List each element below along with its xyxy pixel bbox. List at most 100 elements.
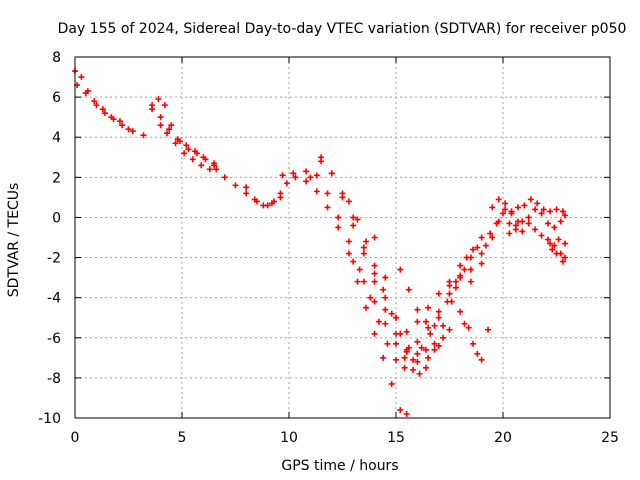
y-tick-label: 4 [52,130,61,146]
y-tick-label: -4 [47,291,61,307]
data-point [562,254,569,261]
data-point [493,220,500,227]
data-point [350,258,357,265]
data-point [431,322,438,329]
data-point [553,206,560,213]
data-point [414,318,421,325]
data-point [551,242,558,249]
data-point [371,278,378,285]
y-tick-label: 2 [52,170,61,186]
data-point [506,230,513,237]
x-axis-label: GPS time / hours [281,458,398,474]
data-point [418,344,425,351]
data-point [181,150,188,157]
data-point [467,266,474,273]
data-point [457,308,464,315]
data-point [463,254,470,261]
data-point [176,138,183,145]
data-point [345,250,352,257]
data-point [397,266,404,273]
data-point [363,304,370,311]
y-tick-label: -10 [38,411,61,427]
data-point [93,102,100,109]
data-point [538,210,545,217]
data-point [414,350,421,357]
data-point [211,162,218,169]
data-point [478,356,485,363]
data-point [232,182,239,189]
series-track-n [461,320,492,363]
data-point [313,188,320,195]
y-tick-label: -6 [47,331,61,347]
data-point [474,244,481,251]
grid-lines [75,57,610,418]
data-point [446,326,453,333]
data-point [405,286,412,293]
data-point [371,262,378,269]
data-point [422,346,429,353]
data-point [525,220,532,227]
series-track-c [157,122,220,173]
data-point [382,306,389,313]
data-point [371,330,378,337]
data-point [502,206,509,213]
data-point [360,278,367,285]
data-point [470,246,477,253]
data-point [371,298,378,305]
data-point [440,334,447,341]
y-tick-label: 8 [52,50,61,66]
data-point [198,162,205,169]
data-point [422,364,429,371]
x-tick-label: 25 [601,430,619,446]
data-point [425,354,432,361]
data-point [416,370,423,377]
data-point [345,198,352,205]
data-point [371,234,378,241]
data-point [559,258,566,265]
data-point [397,406,404,413]
data-point [360,250,367,257]
data-point [283,180,290,187]
data-point [410,356,417,363]
data-point [414,306,421,313]
data-point [307,174,314,181]
data-point [78,74,85,81]
x-tick-label: 15 [387,430,405,446]
data-point [403,410,410,417]
data-point [538,232,545,239]
data-point [457,262,464,269]
data-point [367,294,374,301]
data-point [431,346,438,353]
data-point [562,240,569,247]
data-point [527,196,534,203]
data-point [519,218,526,225]
data-point [168,122,175,129]
data-point [435,314,442,321]
data-point [478,234,485,241]
series-track-j [350,258,459,377]
data-point [534,200,541,207]
data-point [403,328,410,335]
data-point [290,170,297,177]
data-point [393,356,399,363]
data-point [268,200,275,207]
data-point [354,278,361,285]
data-point [354,216,361,223]
data-point [435,290,442,297]
data-point [382,274,389,281]
data-point [350,222,357,229]
data-point [161,102,168,109]
data-point [551,224,558,231]
data-point [414,338,421,345]
data-point [452,278,459,285]
data-point [91,98,98,105]
data-point [185,146,192,153]
data-point [489,234,496,241]
data-point [553,250,560,257]
data-point [474,350,481,357]
data-point [435,342,442,349]
data-point [544,220,551,227]
data-point [371,270,378,277]
data-point [397,330,404,337]
